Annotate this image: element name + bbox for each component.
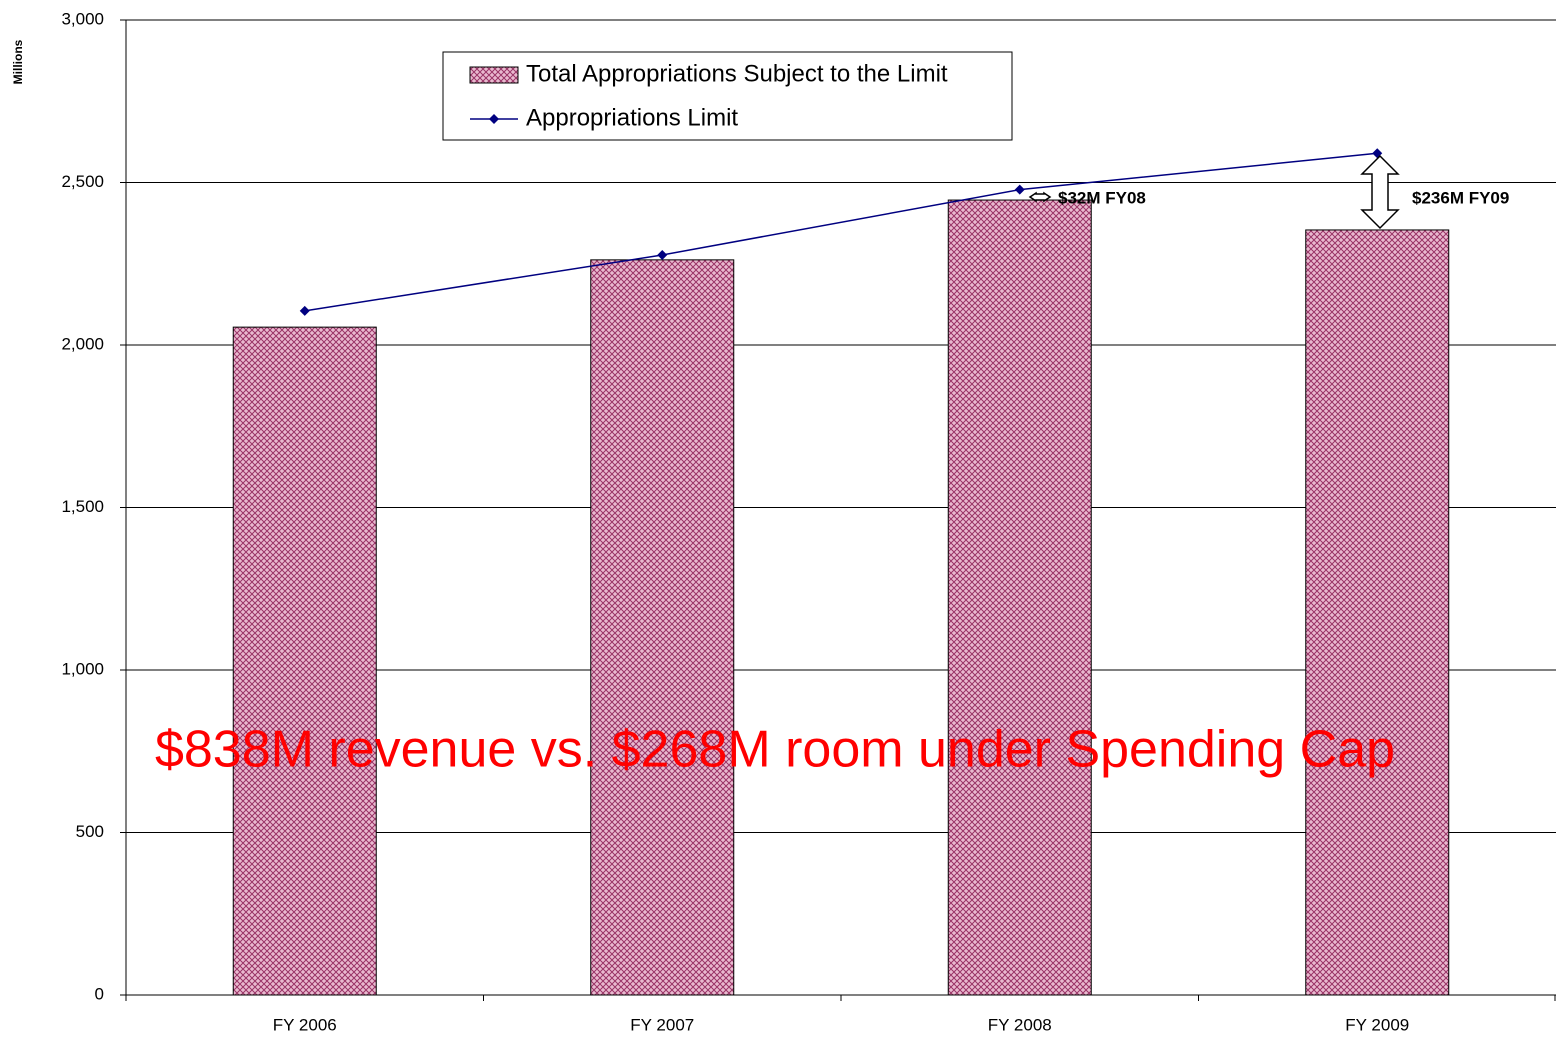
legend: Total Appropriations Subject to the Limi… (469, 60, 948, 131)
bar (590, 259, 735, 996)
bar (947, 199, 1092, 996)
line-marker (1014, 184, 1025, 195)
headline: $838M revenue vs. $268M room under Spend… (155, 721, 1395, 779)
annotation: $32M FY08 (1058, 188, 1146, 207)
y-tick-label: 500 (76, 822, 104, 841)
x-tick-label: FY 2007 (630, 1015, 694, 1034)
annotation: $236M FY09 (1412, 188, 1509, 207)
y-tick-label: 1,500 (61, 497, 104, 516)
y-tick-label: 1,000 (61, 659, 104, 678)
y-tick-label: 0 (95, 984, 104, 1003)
legend-box (442, 51, 1013, 141)
arrow-fy09 (1360, 154, 1400, 230)
x-tick-label: FY 2006 (273, 1015, 337, 1034)
bar (1305, 229, 1450, 996)
y-tick-label: 2,500 (61, 172, 104, 191)
x-tick-label: FY 2009 (1345, 1015, 1409, 1034)
line (304, 152, 1378, 312)
bar (232, 326, 377, 996)
legend-swatch (469, 66, 519, 84)
y-axis-label: Millions (11, 39, 25, 84)
line-marker (299, 305, 310, 316)
y-tick-label: 2,000 (61, 334, 104, 353)
legend-label: Total Appropriations Subject to the Limi… (526, 60, 948, 87)
arrow-fy08 (1028, 191, 1052, 203)
legend-marker (489, 114, 499, 124)
legend-label: Appropriations Limit (526, 104, 738, 131)
x-tick-label: FY 2008 (988, 1015, 1052, 1034)
y-tick-label: 3,000 (61, 9, 104, 28)
plot: 0 500 1,000 1,500 2,000 2,500 3,000 FY 2006 FY 2… (61, 9, 1556, 1034)
line-marker (657, 249, 668, 260)
